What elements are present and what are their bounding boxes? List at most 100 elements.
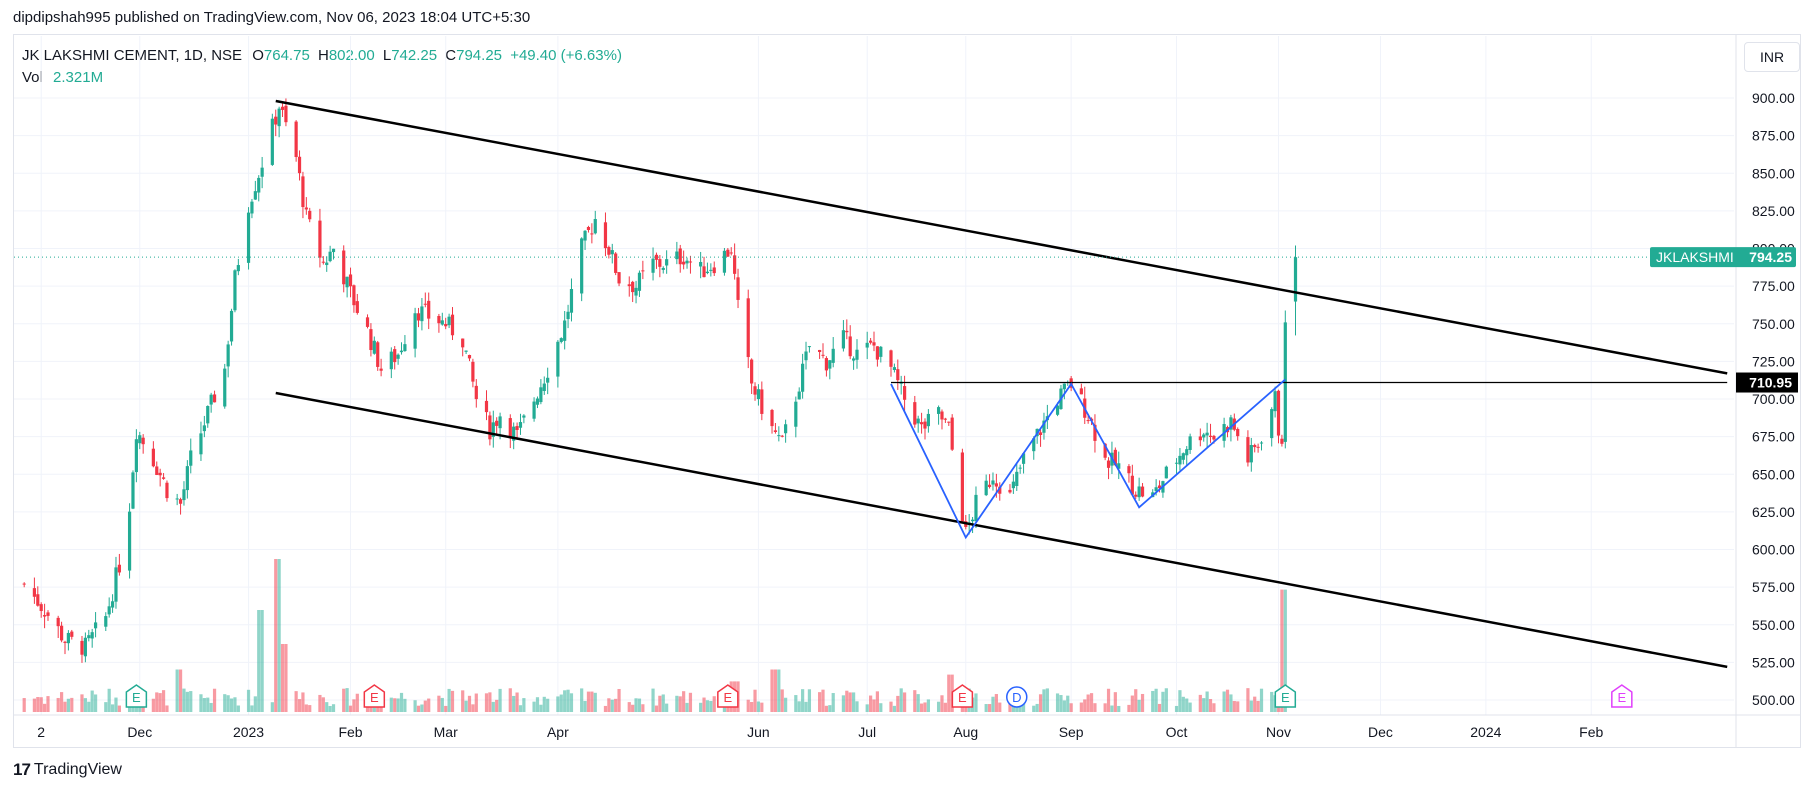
volume-bar [178,669,183,712]
volume-bar [987,704,992,712]
candle-body [36,594,40,606]
volume-bar [294,691,298,712]
volume-bar [1032,705,1036,712]
volume-bar [352,699,356,712]
volume-bar [902,692,907,712]
candle-body [498,416,502,429]
volume-bar [158,693,162,712]
ticker-label: JKLAKSHMI [1656,249,1734,265]
volume-bar [182,688,186,712]
volume-bar [797,701,801,712]
candle-body [699,261,703,267]
volume-bar [889,701,893,712]
volume-bar [675,695,679,712]
volume-bar [872,699,876,712]
y-tick-label: 500.00 [1752,692,1795,708]
candle-body [705,271,710,274]
volume-bar [104,702,108,712]
volume-bar [488,692,492,712]
volume-bar [875,691,879,712]
candle-body [365,317,370,327]
candle-body [879,346,883,357]
volume-bar [709,700,713,712]
candle-body [726,249,730,257]
candle-body [39,604,43,612]
volume-bar [1083,699,1087,712]
candle-body [682,261,686,265]
candle-body [532,401,536,419]
volume-bar [828,705,832,712]
candle-body [1276,390,1281,436]
currency-button[interactable]: INR [1744,42,1800,72]
candle-body [488,415,492,440]
candle-body [1259,442,1264,444]
candle-body [369,329,373,351]
candle-body [940,411,944,420]
volume-bar [1212,703,1216,712]
volume-bar [841,695,846,712]
channel-lower-line [275,391,1728,669]
candle-body [1079,388,1083,395]
last-price-label: 794.25 [1749,249,1792,265]
candle-body [427,300,431,319]
volume-bar [1089,693,1094,712]
volume-bar [107,688,111,712]
volume-bar [699,702,703,712]
volume-bar [569,693,574,712]
x-tick-label: Dec [1368,724,1393,740]
candle-body [631,281,635,293]
volume-bar [590,691,594,712]
volume-bar [236,705,240,712]
candle-body [875,346,879,360]
volume-bar [1178,690,1182,712]
volume-bar [450,690,455,712]
volume-bar [936,701,941,712]
volume-bar [1205,691,1209,712]
volume-bar [682,691,686,712]
candle-body [117,564,121,573]
volume-bar [892,705,896,712]
low-value: 742.25 [391,47,438,64]
candle-body [189,450,193,466]
candle-body [165,482,169,499]
candle-body [563,320,567,341]
volume-label: Vol [22,69,43,86]
symbol-title[interactable]: JK LAKSHMI CEMENT, 1D, NSE [22,47,243,64]
candle-body [1185,449,1189,456]
volume-bar [161,690,166,712]
candle-body [1249,445,1253,463]
footer-brand: 17 TradingView [13,760,122,780]
volume-bar [59,692,64,712]
candle-body [1178,455,1182,465]
volume-bar [974,693,978,712]
candle-body [277,108,281,127]
volume-bar [940,695,944,712]
candle-body [902,386,907,400]
earnings-marker-icon [1274,684,1297,708]
candle-body [518,422,523,428]
candle-body [818,349,822,353]
y-tick-label: 600.00 [1752,542,1795,558]
candle-body [376,342,380,367]
volume-bar [1134,689,1138,712]
candle-body [865,342,869,348]
volume-bar [1137,699,1141,712]
candle-body [294,121,298,158]
volume-bar [36,697,40,712]
candle-body [355,301,359,313]
volume-bar [1198,694,1202,712]
candle-body [665,259,669,266]
candle-body [63,641,67,643]
volume-bar [90,690,94,712]
candle-body [175,498,179,500]
candle-body [535,398,540,405]
volume-bar [1222,691,1226,712]
volume-bar [913,690,917,712]
candle-body [569,288,574,313]
candle-body [110,601,115,608]
volume-bar [277,559,281,712]
candle-body [522,415,526,418]
volume-bar [226,695,230,712]
volume-bar [580,688,584,712]
